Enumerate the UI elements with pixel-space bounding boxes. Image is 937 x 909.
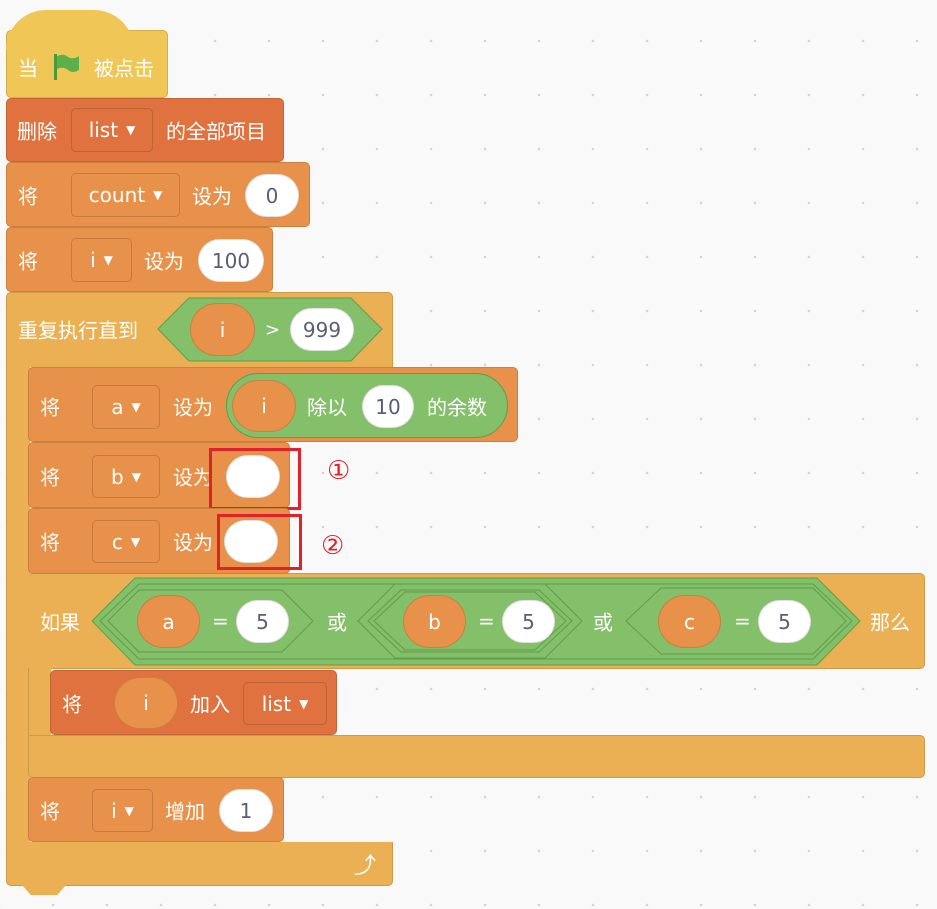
value-input-c-blank[interactable]	[224, 520, 278, 563]
highlight-box-1	[209, 448, 301, 510]
variable-reporter-c[interactable]: c	[658, 595, 721, 648]
annotation-marker-1: ①	[327, 456, 351, 486]
value-input-i[interactable]: 100	[198, 239, 264, 282]
highlight-box-2	[217, 514, 302, 570]
set-to-label: 设为	[192, 184, 232, 209]
equals-operator-b	[373, 591, 567, 651]
if-bottom	[28, 735, 925, 778]
set-to-label: 设为	[173, 465, 213, 490]
list-dropdown-value: list	[261, 691, 292, 716]
mod-label: 除以	[307, 395, 347, 420]
bottom-notch	[22, 885, 66, 895]
dropdown-caret-icon: ▼	[124, 803, 134, 818]
variable-dropdown-value: i	[90, 248, 96, 272]
then-label: 那么	[870, 610, 910, 635]
equals-value-input[interactable]: 5	[758, 600, 811, 643]
variable-dropdown-i[interactable]: i ▼	[71, 238, 132, 282]
repeat-until-bottom	[6, 842, 393, 886]
variable-dropdown-value: i	[111, 798, 117, 823]
repeat-until-arm	[6, 366, 30, 844]
greater-than-symbol: >	[265, 319, 281, 341]
delete-all-of-list-block[interactable]	[6, 98, 284, 162]
variable-reporter-i[interactable]: i	[114, 677, 178, 729]
change-value-input[interactable]: 1	[219, 789, 273, 832]
set-to-label: 设为	[173, 395, 213, 420]
variable-dropdown-value: c	[111, 529, 123, 554]
or-operator-outer-inner-edge	[99, 583, 853, 660]
variable-dropdown-a[interactable]: a ▼	[92, 385, 160, 429]
add-label: 将	[62, 692, 82, 717]
equals-symbol: =	[212, 609, 229, 633]
list-dropdown[interactable]: list ▼	[243, 682, 327, 725]
add-to-label: 加入	[190, 692, 230, 717]
equals-symbol: =	[734, 609, 751, 633]
dropdown-caret-icon: ▼	[126, 123, 136, 137]
value-input-count[interactable]: 0	[245, 174, 299, 217]
set-to-label: 设为	[173, 530, 213, 555]
variable-dropdown-value: b	[111, 464, 124, 489]
set-label: 将	[18, 184, 38, 209]
change-by-label: 增加	[165, 799, 205, 824]
equals-symbol: =	[478, 609, 495, 633]
dropdown-caret-icon: ▼	[130, 534, 141, 549]
set-label: 将	[40, 465, 60, 490]
dropdown-caret-icon: ▼	[153, 188, 163, 202]
variable-dropdown-b[interactable]: b ▼	[92, 455, 160, 498]
delete-label: 删除	[17, 119, 57, 144]
annotation-marker-2: ②	[321, 531, 345, 561]
set-to-label: 设为	[144, 249, 184, 274]
loop-arrow-icon: ⤴	[354, 854, 377, 879]
set-label: 将	[40, 530, 60, 555]
or-label: 或	[593, 610, 613, 635]
if-label: 如果	[40, 610, 80, 635]
value-input-b-blank[interactable]	[226, 455, 280, 498]
hat-suffix: 被点击	[94, 56, 154, 81]
variable-reporter-a[interactable]: a	[137, 595, 200, 648]
hat-prefix: 当	[18, 56, 38, 81]
variable-dropdown-i[interactable]: i ▼	[92, 789, 153, 832]
dropdown-caret-icon: ▼	[131, 400, 141, 414]
green-flag-icon	[54, 54, 79, 80]
variable-reporter-i[interactable]: i	[190, 303, 255, 356]
list-dropdown-value: list	[88, 118, 119, 142]
equals-value-input[interactable]: 5	[502, 600, 555, 643]
dropdown-caret-icon: ▼	[103, 253, 113, 267]
compare-value-input[interactable]: 999	[290, 308, 354, 351]
variable-reporter-b[interactable]: b	[403, 595, 466, 648]
equals-value-input[interactable]: 5	[236, 600, 289, 643]
repeat-until-label: 重复执行直到	[18, 318, 138, 343]
dropdown-caret-icon: ▼	[299, 696, 309, 711]
variable-dropdown-count[interactable]: count ▼	[71, 173, 180, 217]
variable-reporter-i[interactable]: i	[232, 380, 296, 432]
set-label: 将	[40, 395, 60, 420]
variable-dropdown-c[interactable]: c ▼	[92, 520, 160, 563]
mod-divisor-input[interactable]: 10	[362, 385, 414, 428]
dropdown-caret-icon: ▼	[131, 469, 141, 484]
list-dropdown[interactable]: list ▼	[71, 108, 153, 152]
mod-suffix: 的余数	[427, 395, 487, 420]
if-arm	[28, 668, 51, 736]
variable-dropdown-value: a	[111, 395, 124, 419]
set-label: 将	[18, 249, 38, 274]
or-operator-inner-edge	[367, 589, 573, 653]
change-label: 将	[40, 799, 60, 824]
hat-cap	[6, 10, 134, 50]
add-to-list-block[interactable]	[50, 670, 337, 735]
or-label: 或	[327, 610, 347, 635]
variable-dropdown-value: count	[88, 183, 146, 207]
delete-suffix: 的全部项目	[166, 119, 266, 144]
